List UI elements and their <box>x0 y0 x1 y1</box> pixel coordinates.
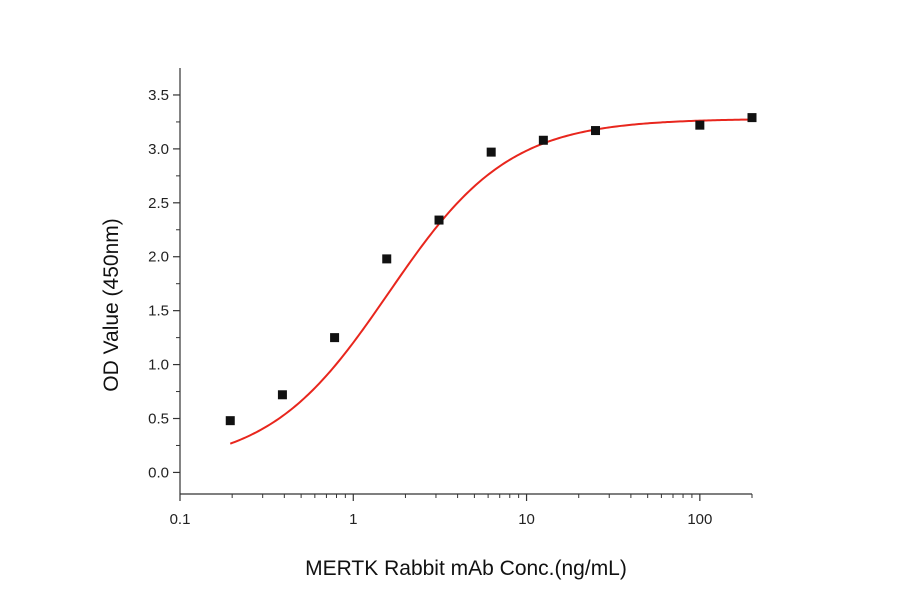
data-point <box>225 416 235 426</box>
data-point <box>538 135 548 145</box>
y-tick-label: 2.0 <box>148 249 169 266</box>
fit-curve <box>229 118 753 445</box>
data-point <box>486 147 496 157</box>
data-point <box>695 120 705 130</box>
y-tick-label: 2.5 <box>148 195 169 212</box>
axes <box>179 68 752 495</box>
data-point <box>382 254 392 264</box>
y-tick-label: 3.5 <box>148 87 169 104</box>
y-tick-label: 1.5 <box>148 303 169 320</box>
y-tick-label: 1.0 <box>148 357 169 374</box>
y-tick-label: 3.0 <box>148 141 169 158</box>
x-axis-title: MERTK Rabbit mAb Conc.(ng/mL) <box>305 557 627 580</box>
fit-curve-layer <box>229 118 753 445</box>
data-point <box>330 333 340 343</box>
x-tick-label: 0.1 <box>170 511 191 528</box>
x-tick-label: 10 <box>518 511 535 528</box>
y-tick-label: 0.5 <box>148 411 169 428</box>
x-tick-label: 1 <box>349 511 357 528</box>
y-tick-label: 0.0 <box>148 464 169 481</box>
y-axis-title: OD Value (450nm) <box>100 218 123 392</box>
ticks: 0.0 0.5 1.0 1.5 2.0 2.5 3.0 3.5 0.1 1 10 100 <box>148 87 753 528</box>
points-layer <box>225 113 757 426</box>
data-point <box>591 126 601 136</box>
data-point <box>277 390 287 400</box>
data-point <box>434 215 444 225</box>
data-point <box>747 113 757 123</box>
x-tick-label: 100 <box>687 511 712 528</box>
